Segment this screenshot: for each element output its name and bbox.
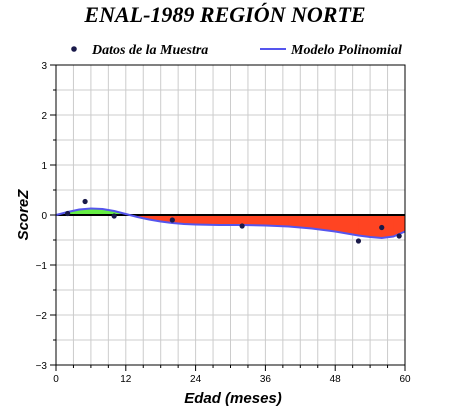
y-tick-label: −1	[36, 261, 48, 272]
y-tick-label: −3	[36, 361, 48, 372]
data-point	[239, 223, 245, 229]
x-tick-label: 60	[399, 374, 411, 385]
x-tick-label: 0	[53, 374, 59, 385]
data-point	[111, 213, 117, 219]
model-curve	[55, 207, 406, 240]
x-tick-label: 24	[190, 374, 202, 385]
data-point	[65, 210, 71, 217]
legend-label-modelo: Modelo Polinomial	[290, 43, 402, 58]
data-point	[355, 238, 362, 244]
data-point	[379, 224, 385, 231]
y-tick-label: 2	[41, 111, 47, 122]
y-tick-label: 0	[41, 211, 47, 222]
x-tick-label: 12	[120, 374, 132, 385]
x-tick-label: 36	[260, 374, 272, 385]
legend: Datos de la Muestra Modelo Polinomial	[71, 43, 402, 58]
y-tick-label: 1	[41, 161, 47, 172]
y-tick-label: −2	[36, 311, 48, 322]
y-tick-label: 3	[41, 61, 47, 72]
chart-title: ENAL-1989 REGIÓN NORTE	[83, 2, 365, 27]
legend-marker-datos	[71, 46, 77, 52]
x-tick-label: 48	[330, 374, 342, 385]
data-point	[396, 233, 402, 239]
data-point	[82, 198, 88, 205]
x-axis-label: Edad (meses)	[184, 390, 282, 407]
legend-label-datos: Datos de la Muestra	[91, 43, 208, 58]
y-axis-label: ScoreZ	[15, 189, 32, 241]
data-point	[169, 217, 175, 223]
